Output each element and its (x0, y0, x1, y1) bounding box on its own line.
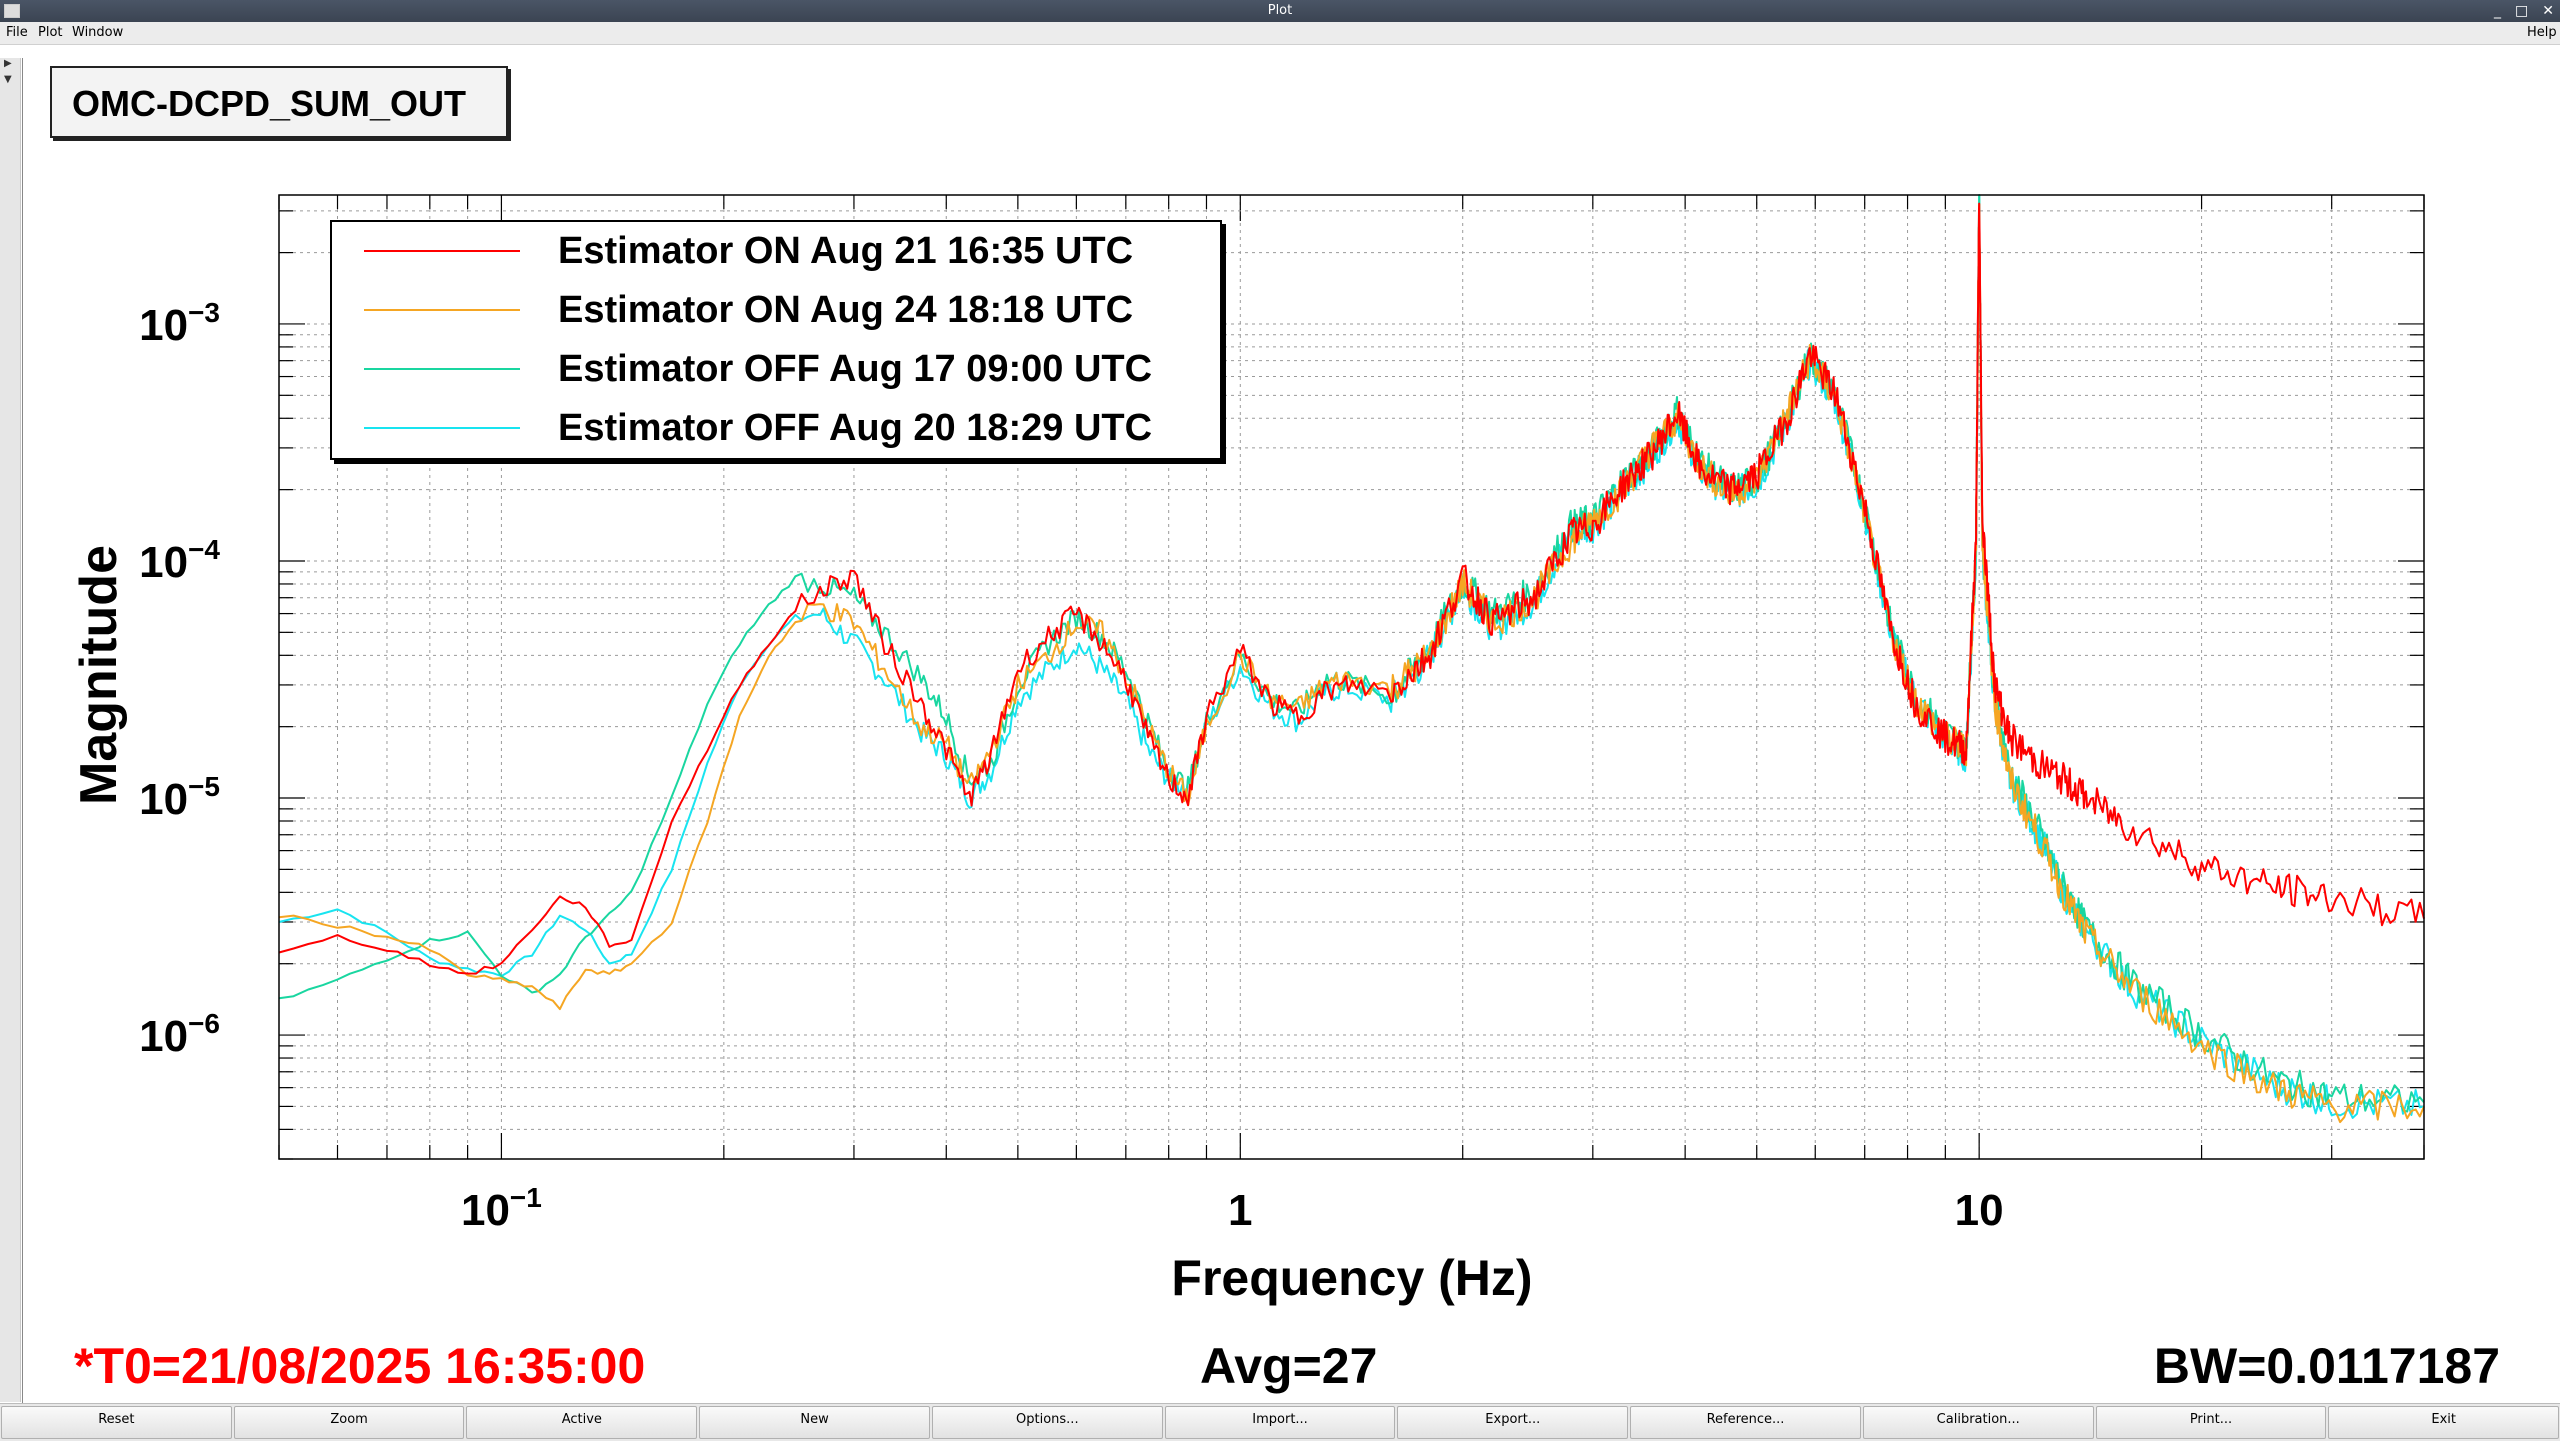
plot-name-label: OMC-DCPD_SUM_OUT (50, 66, 508, 138)
series-line (278, 203, 2425, 1124)
minimize-icon[interactable]: _ (2494, 3, 2502, 19)
exit-button[interactable]: Exit (2328, 1406, 2560, 1439)
new-button[interactable]: New (699, 1406, 930, 1439)
import-button[interactable]: Import... (1164, 1406, 1396, 1439)
avg-count: Avg=27 (1200, 1338, 1378, 1394)
window-titlebar: Plot _ □ ✕ (0, 0, 2560, 22)
y-tick-label: 10−6 (139, 1008, 220, 1061)
series-line (278, 202, 2425, 975)
x-axis-title: Frequency (Hz) (1171, 1250, 1532, 1306)
options-button[interactable]: Options... (931, 1406, 1163, 1439)
collapse-down-icon[interactable]: ▼ (4, 74, 12, 85)
legend-entry: Estimator OFF Aug 17 09:00 UTC (364, 340, 1152, 398)
legend-label: Estimator ON Aug 21 16:35 UTC (558, 229, 1134, 272)
reference-button[interactable]: Reference... (1630, 1406, 1861, 1439)
close-icon[interactable]: ✕ (2542, 3, 2554, 19)
x-tick-label: 1 (1228, 1186, 1252, 1235)
legend-entry: Estimator ON Aug 24 18:18 UTC (364, 281, 1133, 339)
print-button[interactable]: Print... (2095, 1406, 2327, 1439)
x-tick-label: 10 (1955, 1186, 2004, 1235)
legend-swatch-cyan (364, 427, 520, 429)
maximize-icon[interactable]: □ (2515, 3, 2529, 19)
legend-entry: Estimator ON Aug 21 16:35 UTC (364, 222, 1133, 280)
y-tick-label: 10−5 (139, 771, 220, 824)
legend-swatch-teal (364, 368, 520, 370)
legend-label: Estimator OFF Aug 20 18:29 UTC (558, 406, 1153, 449)
legend-swatch-red (364, 250, 520, 252)
legend-swatch-orange (364, 309, 520, 311)
window-controls: _ □ ✕ (2494, 0, 2554, 22)
y-tick-label: 10−3 (139, 297, 220, 350)
menubar: File Plot Window Help (0, 22, 2560, 45)
series-line (278, 194, 2425, 1113)
legend-label: Estimator OFF Aug 17 09:00 UTC (558, 347, 1153, 390)
reset-button[interactable]: Reset (1, 1406, 232, 1439)
magnitude-chart: 10−1 1 10 10−3 10−4 10−5 10−6 Frequency (Hz) Mag… (70, 194, 2425, 1306)
menu-help[interactable]: Help (2527, 25, 2557, 40)
menu-window[interactable]: Window (72, 25, 124, 40)
app-icon (4, 4, 20, 18)
menu-plot[interactable]: Plot (38, 25, 63, 40)
plot-frame (278, 194, 2425, 1160)
zoom-button[interactable]: Zoom (233, 1406, 465, 1439)
active-button[interactable]: Active (466, 1406, 698, 1439)
window-title: Plot (1267, 3, 1293, 18)
y-tick-label: 10−4 (139, 534, 220, 587)
legend-label: Estimator ON Aug 24 18:18 UTC (558, 288, 1134, 331)
legend: Estimator ON Aug 21 16:35 UTC Estimator … (330, 220, 1222, 460)
t0-timestamp: *T0=21/08/2025 16:35:00 (74, 1338, 646, 1394)
expand-right-icon[interactable]: ▶ (4, 58, 12, 69)
button-bar: Reset Zoom Active New Options... Import.… (0, 1403, 2560, 1441)
side-collapse-strip[interactable]: ▶ ▼ (0, 58, 21, 1402)
menu-file[interactable]: File (6, 25, 28, 40)
calibration-button[interactable]: Calibration... (1862, 1406, 2094, 1439)
export-button[interactable]: Export... (1397, 1406, 1629, 1439)
y-axis-title: Magnitude (70, 545, 128, 805)
bandwidth-value: BW=0.0117187 (2153, 1338, 2500, 1394)
x-tick-label: 10−1 (461, 1182, 542, 1235)
legend-entry: Estimator OFF Aug 20 18:29 UTC (364, 399, 1152, 457)
